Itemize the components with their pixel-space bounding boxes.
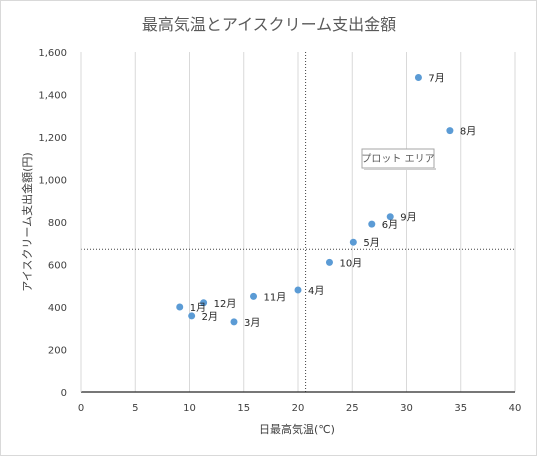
x-tick-label: 5 [132,403,138,414]
y-tick-label: 800 [48,218,67,229]
x-tick-labels: 0 5 10 15 20 25 30 35 40 [78,403,522,414]
data-point[interactable] [325,258,333,266]
data-point[interactable] [294,286,302,294]
x-tick-label: 30 [400,403,413,414]
y-tick-label: 0 [61,388,67,399]
y-tick-label: 600 [48,261,67,272]
plot-area-tooltip: プロット エリア [361,148,436,170]
x-tick-label: 25 [346,403,359,414]
data-label: 10月 [339,257,362,269]
y-tick-label: 200 [48,346,67,357]
data-label: 1月 [190,302,206,314]
data-label: 5月 [363,237,379,249]
data-label: 4月 [308,285,324,297]
reference-lines [81,52,515,392]
data-points[interactable] [176,74,454,326]
data-point[interactable] [230,318,238,326]
grid-lines [134,52,516,392]
x-tick-label: 0 [78,403,84,414]
y-tick-label: 1,000 [38,176,67,187]
y-tick-label: 1,200 [38,133,67,144]
data-label: 2月 [202,311,218,323]
x-tick-label: 35 [454,403,467,414]
x-tick-label: 10 [183,403,196,414]
data-point[interactable] [368,220,376,228]
data-label: 7月 [428,73,444,85]
axes [80,52,515,393]
y-tick-label: 1,400 [38,91,67,102]
x-tick-label: 15 [237,403,250,414]
x-tick-label: 40 [509,403,522,414]
data-point[interactable] [176,303,184,311]
x-axis-title: 日最高気温(℃) [259,422,335,436]
data-point[interactable] [414,74,422,81]
data-label: 6月 [382,219,398,231]
data-label: 11月 [264,291,287,303]
y-axis-title: アイスクリーム支出金額(円) [20,152,34,291]
data-point[interactable] [188,312,196,320]
tooltip-shadow [364,168,436,170]
y-tick-label: 1,600 [38,48,67,59]
y-tick-labels: 0 200 400 600 800 1,000 1,200 1,400 1,600 [38,48,67,399]
data-point[interactable] [250,292,258,300]
tooltip-text: プロット エリア [361,153,434,165]
y-tick-label: 400 [48,303,67,314]
x-tick-label: 20 [292,403,305,414]
data-label: 8月 [460,126,476,138]
chart-title: 最高気温とアイスクリーム支出金額 [142,15,396,34]
data-point[interactable] [349,238,357,246]
data-point[interactable] [446,127,454,135]
data-point[interactable] [200,299,208,307]
data-point[interactable] [386,213,394,221]
data-label: 9月 [400,212,416,224]
data-label: 12月 [214,298,237,310]
data-label: 3月 [244,317,260,329]
